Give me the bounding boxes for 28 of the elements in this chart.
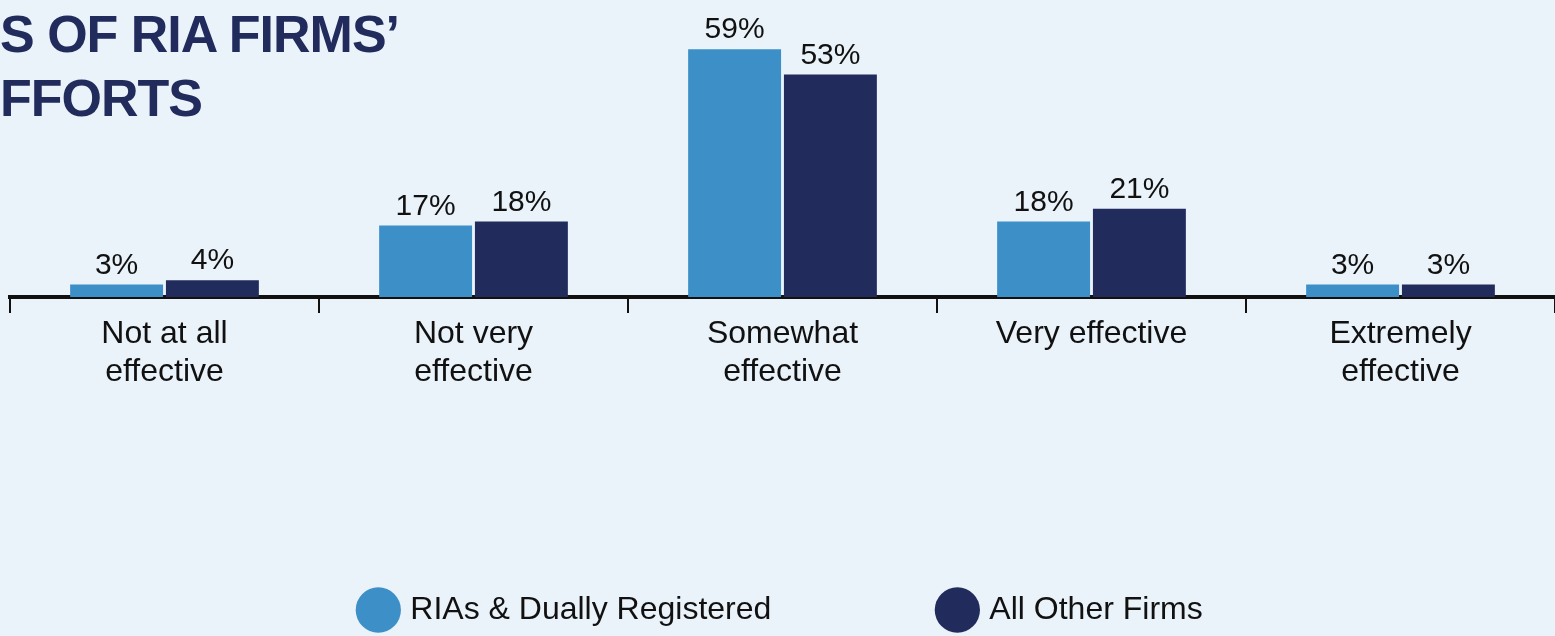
data-label: 17% <box>395 187 456 221</box>
bar <box>997 221 1091 297</box>
bar <box>1401 284 1495 297</box>
x-tick-label: Somewhat effective <box>706 314 859 389</box>
bar <box>1306 284 1400 297</box>
data-label: 4% <box>190 242 235 276</box>
legend-label: All Other Firms <box>989 589 1203 626</box>
bar <box>783 74 877 297</box>
x-tick-label: Not very effective <box>413 314 534 389</box>
bar <box>474 221 568 297</box>
x-tick-label: Extremely effective <box>1329 314 1472 389</box>
bar <box>379 225 473 297</box>
data-label: 3% <box>1330 246 1375 280</box>
chart-title: S OF RIA FIRMS’ FFORTS <box>0 4 400 129</box>
x-tick-label: Very effective <box>995 314 1188 351</box>
bar <box>165 280 259 297</box>
x-tick-label: Not at all effective <box>101 314 228 389</box>
bar <box>688 49 782 297</box>
data-label: 3% <box>1426 246 1471 280</box>
data-label: 53% <box>800 36 861 70</box>
data-label: 18% <box>1013 183 1074 217</box>
legend-label: RIAs & Dually Registered <box>410 589 772 626</box>
data-label: 59% <box>704 11 765 45</box>
data-label: 18% <box>491 183 552 217</box>
data-label: 21% <box>1109 171 1170 205</box>
data-label: 3% <box>94 246 139 280</box>
bar <box>70 284 164 297</box>
bar <box>1092 208 1186 297</box>
